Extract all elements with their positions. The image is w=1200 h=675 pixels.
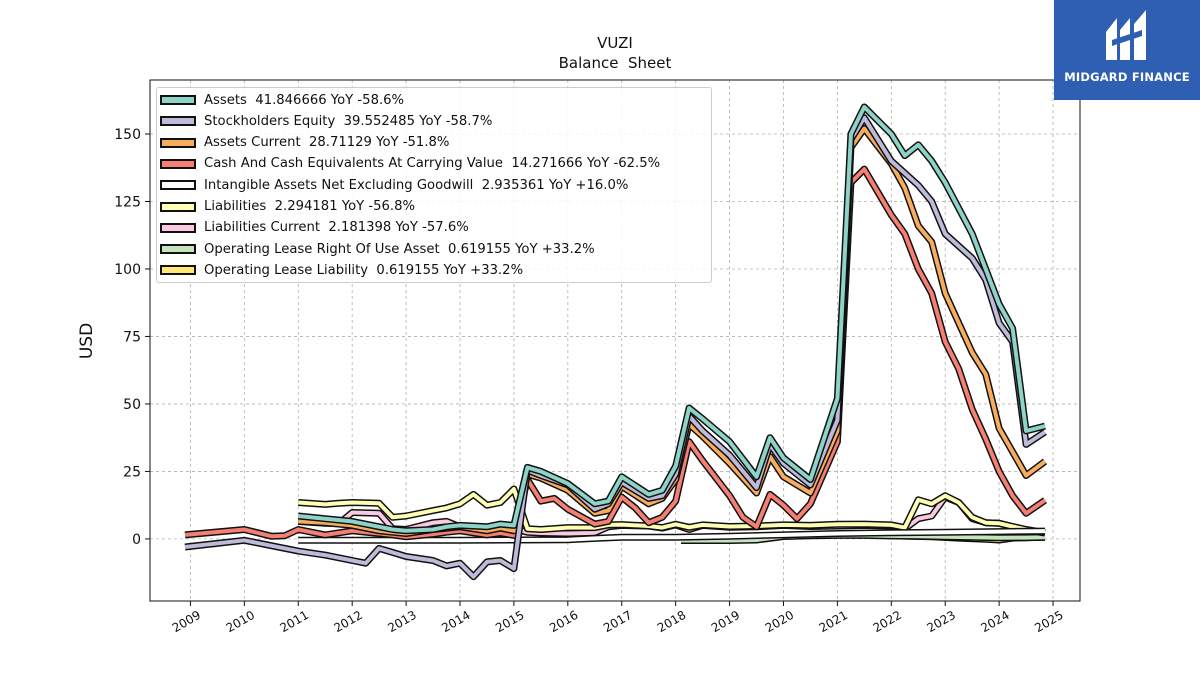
x-tick-label: 2015 <box>493 608 526 635</box>
legend-item-assets: Assets 41.846666 YoY -58.6% <box>160 90 404 110</box>
x-tick-label: 2025 <box>1032 608 1065 635</box>
legend-item-liabilities-current: Liabilities Current 2.181398 YoY -57.6% <box>160 218 469 238</box>
legend-label: Stockholders Equity 39.552485 YoY -58.7% <box>204 113 493 129</box>
legend-swatch <box>160 222 196 233</box>
legend-item-stockholders-equity: Stockholders Equity 39.552485 YoY -58.7% <box>160 111 492 131</box>
x-tick-label: 2013 <box>385 608 418 635</box>
legend-label: Operating Lease Right Of Use Asset 0.619… <box>204 241 595 257</box>
legend-swatch <box>160 137 196 148</box>
x-tick-label: 2018 <box>655 608 688 635</box>
chart-subtitle: Balance Sheet <box>559 54 672 72</box>
series-line-assets <box>298 105 1046 533</box>
legend-swatch <box>160 158 196 169</box>
series-lines <box>184 103 1048 581</box>
legend-item-intangible-assets-net-excluding-goodwill: Intangible Assets Net Excluding Goodwill… <box>160 175 628 195</box>
series-line-liabilities <box>298 487 1046 535</box>
y-tick-label: 150 <box>114 127 141 143</box>
legend-label: Cash And Cash Equivalents At Carrying Va… <box>204 156 661 172</box>
legend-item-cash-and-cash-equivalents-at-carrying-value: Cash And Cash Equivalents At Carrying Va… <box>160 154 660 174</box>
y-tick-label: 75 <box>123 329 141 345</box>
x-tick-label: 2019 <box>709 608 742 635</box>
x-tick-label: 2014 <box>439 608 472 635</box>
x-tick-label: 2022 <box>871 608 904 635</box>
brand-logo: MIDGARD FINANCE <box>1054 0 1200 100</box>
x-tick-label: 2023 <box>924 608 957 635</box>
legend-label: Operating Lease Liability 0.619155 YoY +… <box>204 262 524 278</box>
x-tick-label: 2012 <box>331 608 364 635</box>
legend-item-operating-lease-right-of-use-asset: Operating Lease Right Of Use Asset 0.619… <box>160 239 595 259</box>
y-tick-label: 0 <box>132 532 141 548</box>
legend-item-assets-current: Assets Current 28.71129 YoY -51.8% <box>160 133 449 153</box>
legend-swatch <box>160 180 196 191</box>
legend-item-operating-lease-liability: Operating Lease Liability 0.619155 YoY +… <box>160 260 523 280</box>
legend-item-liabilities: Liabilities 2.294181 YoY -56.8% <box>160 197 415 217</box>
legend-swatch <box>160 265 196 276</box>
series-line-stockholders-equity <box>184 115 1047 579</box>
legend-swatch <box>160 95 196 105</box>
x-tick-label: 2009 <box>170 608 203 635</box>
x-tick-label: 2010 <box>224 608 257 635</box>
x-tick-label: 2011 <box>278 608 311 635</box>
legend-label: Assets Current 28.71129 YoY -51.8% <box>204 135 450 151</box>
legend-swatch <box>160 201 196 212</box>
series-line-intangible-assets-net-excluding-goodwill <box>298 529 1046 543</box>
x-tick-label: 2017 <box>601 608 634 635</box>
chart-title: VUZI <box>597 34 633 52</box>
brand-name: MIDGARD FINANCE <box>1064 70 1190 84</box>
y-axis-label: USD <box>77 323 97 359</box>
legend-swatch <box>160 244 196 255</box>
plot-area-frame <box>149 79 1081 602</box>
legend-label: Assets 41.846666 YoY -58.6% <box>204 92 405 108</box>
chart-legend: Assets 41.846666 YoY -58.6% Stockholders … <box>156 87 712 283</box>
x-tick-label: 2016 <box>547 608 580 635</box>
legend-label: Intangible Assets Net Excluding Goodwill… <box>204 177 629 193</box>
y-tick-label: 50 <box>123 397 141 413</box>
x-tick-label: 2024 <box>978 608 1011 635</box>
x-tick-label: 2021 <box>817 608 850 635</box>
legend-swatch <box>160 116 196 127</box>
brand-emblem-icon <box>1106 10 1146 60</box>
legend-label: Liabilities 2.294181 YoY -56.8% <box>204 199 416 214</box>
legend-label: Liabilities Current 2.181398 YoY -57.6% <box>204 220 469 236</box>
x-tick-label: 2020 <box>763 608 796 635</box>
y-tick-label: 125 <box>114 194 141 210</box>
y-tick-label: 25 <box>123 464 141 480</box>
y-tick-label: 100 <box>114 262 141 278</box>
